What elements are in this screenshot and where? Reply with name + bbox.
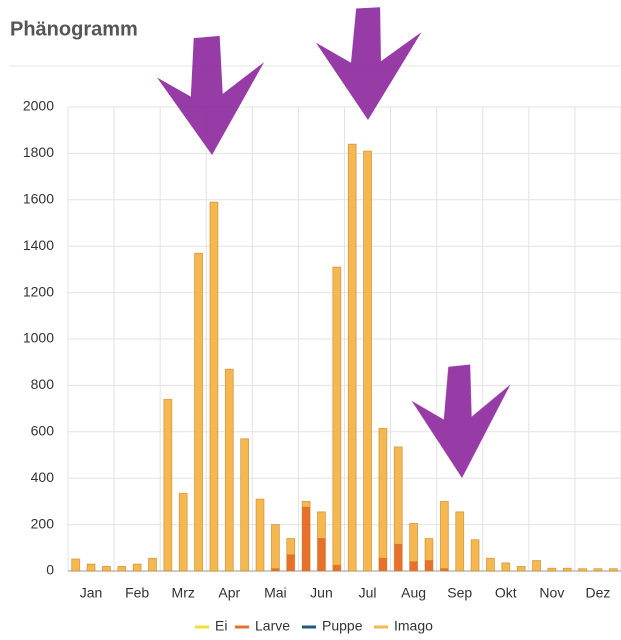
bar-segment: [302, 501, 310, 507]
x-tick-label: Aug: [401, 585, 426, 601]
y-tick-label: 0: [46, 562, 54, 578]
bar-segment: [364, 151, 372, 571]
bar-segment: [425, 561, 433, 571]
chart: Phänogramm 0 200 400 600 800 1000 1200 1400 1600…: [0, 0, 621, 640]
x-tick-label: Mai: [264, 585, 287, 601]
bar-segment: [410, 523, 418, 561]
y-tick-label: 200: [31, 515, 55, 531]
bar-segment: [333, 565, 341, 571]
bar-segment: [486, 558, 494, 571]
bar-segment: [302, 507, 310, 571]
y-tick-label: 1800: [23, 144, 54, 160]
bar-segment: [148, 558, 156, 571]
bar-segment: [456, 512, 464, 571]
legend-label[interactable]: Puppe: [322, 618, 363, 634]
y-tick-label: 400: [31, 469, 55, 485]
bar-segment: [425, 539, 433, 561]
bar-segment: [533, 561, 541, 571]
bar-segment: [87, 564, 95, 571]
x-tick-label: Feb: [125, 585, 149, 601]
bar-segment: [517, 566, 525, 571]
x-tick-label: Jan: [80, 585, 103, 601]
bar-segment: [256, 499, 264, 571]
bar-segment: [440, 501, 448, 568]
bar-segment: [579, 569, 587, 571]
bar-segment: [548, 568, 556, 571]
bar-segment: [348, 144, 356, 571]
x-tick-label: Dez: [586, 585, 611, 601]
legend-label[interactable]: Ei: [215, 618, 227, 634]
bar-segment: [317, 539, 325, 571]
arrow: [314, 5, 426, 122]
x-tick-label: Mrz: [172, 585, 195, 601]
x-tick-label: Nov: [539, 585, 564, 601]
bar-segment: [179, 493, 187, 571]
bar-segment: [379, 428, 387, 558]
bar-segment: [609, 569, 617, 571]
bar-segment: [102, 566, 110, 571]
bar-segment: [563, 568, 571, 571]
bar-segment: [195, 253, 203, 571]
bar-segment: [333, 267, 341, 565]
y-tick-label: 600: [31, 423, 55, 439]
bar-segment: [164, 399, 172, 571]
bar-segment: [317, 512, 325, 539]
bar-segment: [594, 569, 602, 571]
y-tick-label: 800: [31, 376, 55, 392]
y-tick-label: 2000: [23, 98, 54, 114]
arrow: [154, 32, 272, 159]
x-tick-label: Sep: [447, 585, 472, 601]
x-tick-label: Jun: [310, 585, 333, 601]
y-tick-label: 1400: [23, 237, 54, 253]
bar-segment: [287, 539, 295, 555]
y-tick-label: 1600: [23, 191, 54, 207]
bar-segment: [225, 369, 233, 571]
arrow: [409, 361, 520, 483]
bar-segment: [72, 559, 80, 571]
bar-segment: [210, 202, 218, 571]
bar-segment: [394, 447, 402, 544]
legend-label[interactable]: Imago: [394, 618, 433, 634]
x-tick-label: Apr: [218, 585, 240, 601]
legend-label[interactable]: Larve: [255, 618, 290, 634]
bar-segment: [241, 439, 249, 571]
bar-segment: [410, 562, 418, 571]
bar-segment: [471, 540, 479, 571]
bar-segment: [379, 558, 387, 571]
bar-segment: [133, 564, 141, 571]
bar-segment: [394, 544, 402, 571]
bar-segment: [502, 563, 510, 571]
chart-title: Phänogramm: [10, 18, 138, 40]
y-tick-label: 1000: [23, 330, 54, 346]
x-tick-label: Jul: [359, 585, 377, 601]
bar-segment: [287, 555, 295, 571]
y-tick-label: 1200: [23, 283, 54, 299]
bar-segment: [271, 525, 279, 569]
x-tick-label: Okt: [495, 585, 517, 601]
bar-segment: [118, 566, 126, 571]
